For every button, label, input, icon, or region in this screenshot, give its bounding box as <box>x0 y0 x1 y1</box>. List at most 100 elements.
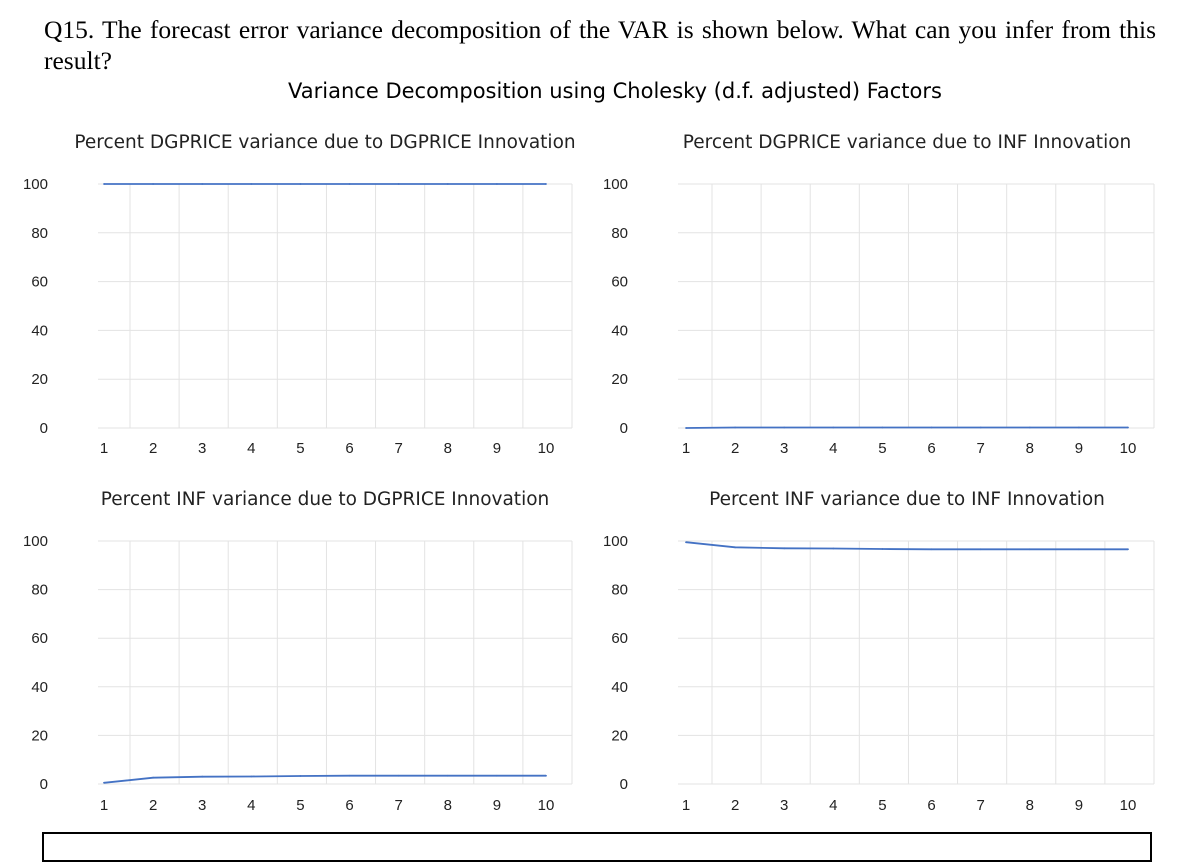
data-point <box>1077 548 1080 551</box>
data-point <box>299 775 302 777</box>
y-tick-label: 20 <box>611 727 628 744</box>
data-point <box>348 183 351 185</box>
y-tick-label: 80 <box>611 225 628 242</box>
y-tick-label: 0 <box>620 420 628 437</box>
panel-title: Percent DGPRICE variance due to DGPRICE … <box>74 132 575 153</box>
data-point <box>930 548 933 551</box>
question-text: Q15. The forecast error variance decompo… <box>44 15 1156 75</box>
data-point <box>446 183 449 185</box>
x-tick-label: 10 <box>538 440 555 457</box>
y-tick-label: 40 <box>31 679 48 696</box>
data-point <box>685 541 687 544</box>
data-point <box>446 774 449 777</box>
data-point <box>250 775 253 778</box>
x-tick-label: 6 <box>927 797 935 814</box>
data-point <box>348 774 351 777</box>
data-point <box>930 426 933 429</box>
data-point <box>832 547 835 550</box>
data-point <box>152 776 155 779</box>
data-point <box>1077 426 1080 429</box>
x-tick-label: 4 <box>829 440 837 457</box>
x-tick-label: 8 <box>444 797 452 814</box>
x-tick-label: 9 <box>1075 797 1083 814</box>
panel-title: Percent INF variance due to INF Innovati… <box>709 489 1105 510</box>
x-tick-label: 7 <box>976 797 984 814</box>
x-tick-label: 9 <box>493 440 501 457</box>
data-point <box>201 183 204 185</box>
x-tick-label: 2 <box>149 440 157 457</box>
data-point <box>545 774 547 777</box>
y-tick-label: 100 <box>23 533 48 550</box>
x-tick-label: 8 <box>444 440 452 457</box>
x-tick-label: 5 <box>878 440 886 457</box>
data-point <box>201 775 204 778</box>
data-point <box>299 183 302 185</box>
x-tick-label: 3 <box>780 440 788 457</box>
data-point <box>685 427 687 429</box>
y-tick-label: 40 <box>611 679 628 696</box>
data-point <box>1028 548 1031 551</box>
x-tick-label: 10 <box>538 797 555 814</box>
x-tick-label: 9 <box>493 797 501 814</box>
x-tick-label: 5 <box>296 797 304 814</box>
data-point <box>545 183 547 185</box>
data-point <box>1028 426 1031 429</box>
panel-title: Percent DGPRICE variance due to INF Inno… <box>683 132 1132 153</box>
chart-panel-dgprice-inf: Percent DGPRICE variance due to INF Inno… <box>603 132 1155 457</box>
data-point <box>495 774 498 777</box>
x-tick-label: 10 <box>1120 797 1137 814</box>
x-tick-label: 2 <box>149 797 157 814</box>
x-tick-label: 10 <box>1120 440 1137 457</box>
y-tick-label: 0 <box>40 776 48 793</box>
data-point <box>979 548 982 551</box>
data-point <box>979 426 982 429</box>
variance-decomposition-charts: Percent DGPRICE variance due to DGPRICE … <box>23 132 1155 814</box>
answer-box[interactable] <box>42 832 1152 862</box>
series-line <box>685 541 1128 551</box>
x-tick-label: 6 <box>345 797 353 814</box>
x-tick-label: 3 <box>198 440 206 457</box>
x-tick-label: 1 <box>100 797 108 814</box>
x-tick-label: 9 <box>1075 440 1083 457</box>
data-point <box>734 426 737 429</box>
x-tick-label: 6 <box>927 440 935 457</box>
chart-panel-dgprice-dgprice: Percent DGPRICE variance due to DGPRICE … <box>23 132 576 457</box>
data-point <box>783 426 786 429</box>
x-tick-label: 7 <box>976 440 984 457</box>
x-tick-label: 7 <box>394 797 402 814</box>
figure-title: Variance Decomposition using Cholesky (d… <box>288 79 942 103</box>
x-tick-label: 1 <box>682 797 690 814</box>
series-line <box>103 774 546 784</box>
data-point <box>103 183 105 185</box>
x-tick-label: 8 <box>1026 797 1034 814</box>
y-tick-label: 100 <box>603 533 628 550</box>
y-tick-label: 100 <box>23 176 48 193</box>
chart-panel-inf-inf: Percent INF variance due to INF Innovati… <box>603 489 1155 814</box>
y-tick-label: 20 <box>31 371 48 388</box>
data-point <box>881 548 884 550</box>
x-tick-label: 7 <box>394 440 402 457</box>
y-tick-label: 60 <box>31 630 48 647</box>
data-point <box>783 547 786 550</box>
data-point <box>734 546 737 549</box>
data-point <box>152 183 155 185</box>
y-tick-label: 60 <box>611 630 628 647</box>
y-tick-label: 20 <box>31 727 48 744</box>
data-point <box>397 183 400 185</box>
y-tick-label: 80 <box>31 582 48 599</box>
chart-panel-inf-dgprice: Percent INF variance due to DGPRICE Inno… <box>23 489 573 814</box>
data-point <box>103 781 105 784</box>
y-tick-label: 0 <box>40 420 48 437</box>
series-line <box>685 426 1128 429</box>
x-tick-label: 1 <box>100 440 108 457</box>
x-tick-label: 5 <box>296 440 304 457</box>
y-tick-label: 100 <box>603 176 628 193</box>
x-tick-label: 3 <box>780 797 788 814</box>
x-tick-label: 2 <box>731 440 739 457</box>
y-tick-label: 40 <box>31 322 48 339</box>
y-tick-label: 60 <box>611 274 628 291</box>
x-tick-label: 5 <box>878 797 886 814</box>
x-tick-label: 1 <box>682 440 690 457</box>
y-tick-label: 80 <box>31 225 48 242</box>
data-point <box>397 774 400 777</box>
